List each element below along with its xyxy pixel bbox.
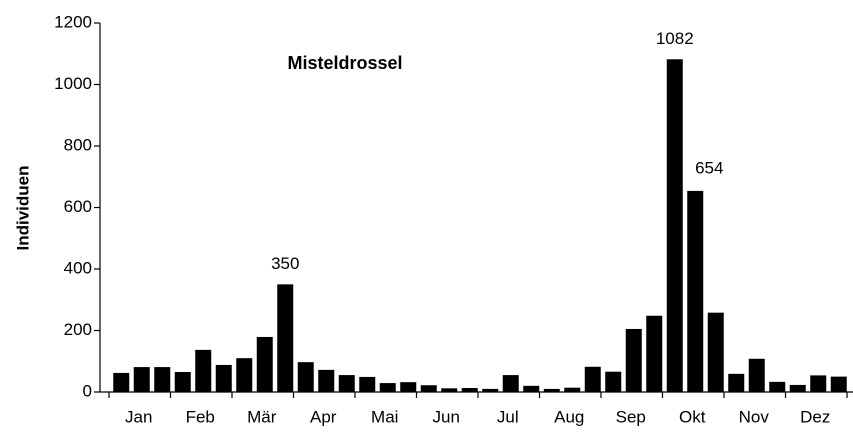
bar [646,315,663,392]
x-tick-label: Mär [247,407,277,426]
bar [461,388,478,392]
bar [154,367,171,392]
bar [687,190,704,392]
bar [564,387,581,392]
bar [256,336,273,392]
bar [174,372,191,392]
x-tick-label: Nov [739,407,770,426]
y-tick-label: 200 [64,320,92,339]
y-tick-label: 0 [83,381,92,400]
bar [482,388,499,392]
x-tick-label: Okt [679,407,706,426]
x-tick-label: Jan [125,407,152,426]
bar [318,369,335,392]
y-axis-label: Individuen [13,166,32,251]
bar [666,59,683,392]
bar [502,375,519,392]
x-tick-label: Mai [371,407,398,426]
bar [277,284,294,392]
bar [133,367,150,392]
x-tick-label: Apr [310,407,337,426]
y-tick-label: 600 [64,197,92,216]
bar [789,384,806,392]
bar [707,312,724,392]
bar [543,388,560,392]
value-label: 1082 [656,29,694,48]
bar [605,371,622,392]
y-tick-label: 400 [64,258,92,277]
bar [441,388,458,392]
bar [420,385,437,392]
bar [359,376,376,392]
y-tick-label: 1200 [54,12,92,31]
bar [297,362,314,392]
bar [748,358,765,392]
bar [584,366,601,392]
x-tick-label: Dez [800,407,830,426]
x-tick-label: Sep [616,407,646,426]
value-label: 654 [695,158,723,177]
bar [810,375,827,392]
bar [625,328,642,392]
x-tick-label: Feb [186,407,215,426]
chart-title: Misteldrossel [287,53,402,73]
bar [379,383,396,392]
bar [830,376,847,392]
x-tick-label: Jun [433,407,460,426]
x-tick-label: Jul [497,407,519,426]
bar [236,358,253,392]
x-tick-label: Aug [554,407,584,426]
bar [215,364,232,392]
value-label: 350 [271,254,299,273]
bar [113,372,130,392]
bar [400,382,417,392]
bar [195,349,212,392]
bar [728,373,745,392]
bar [523,385,540,392]
y-tick-label: 800 [64,135,92,154]
bar [769,381,786,392]
y-tick-label: 1000 [54,74,92,93]
bar [338,375,355,392]
